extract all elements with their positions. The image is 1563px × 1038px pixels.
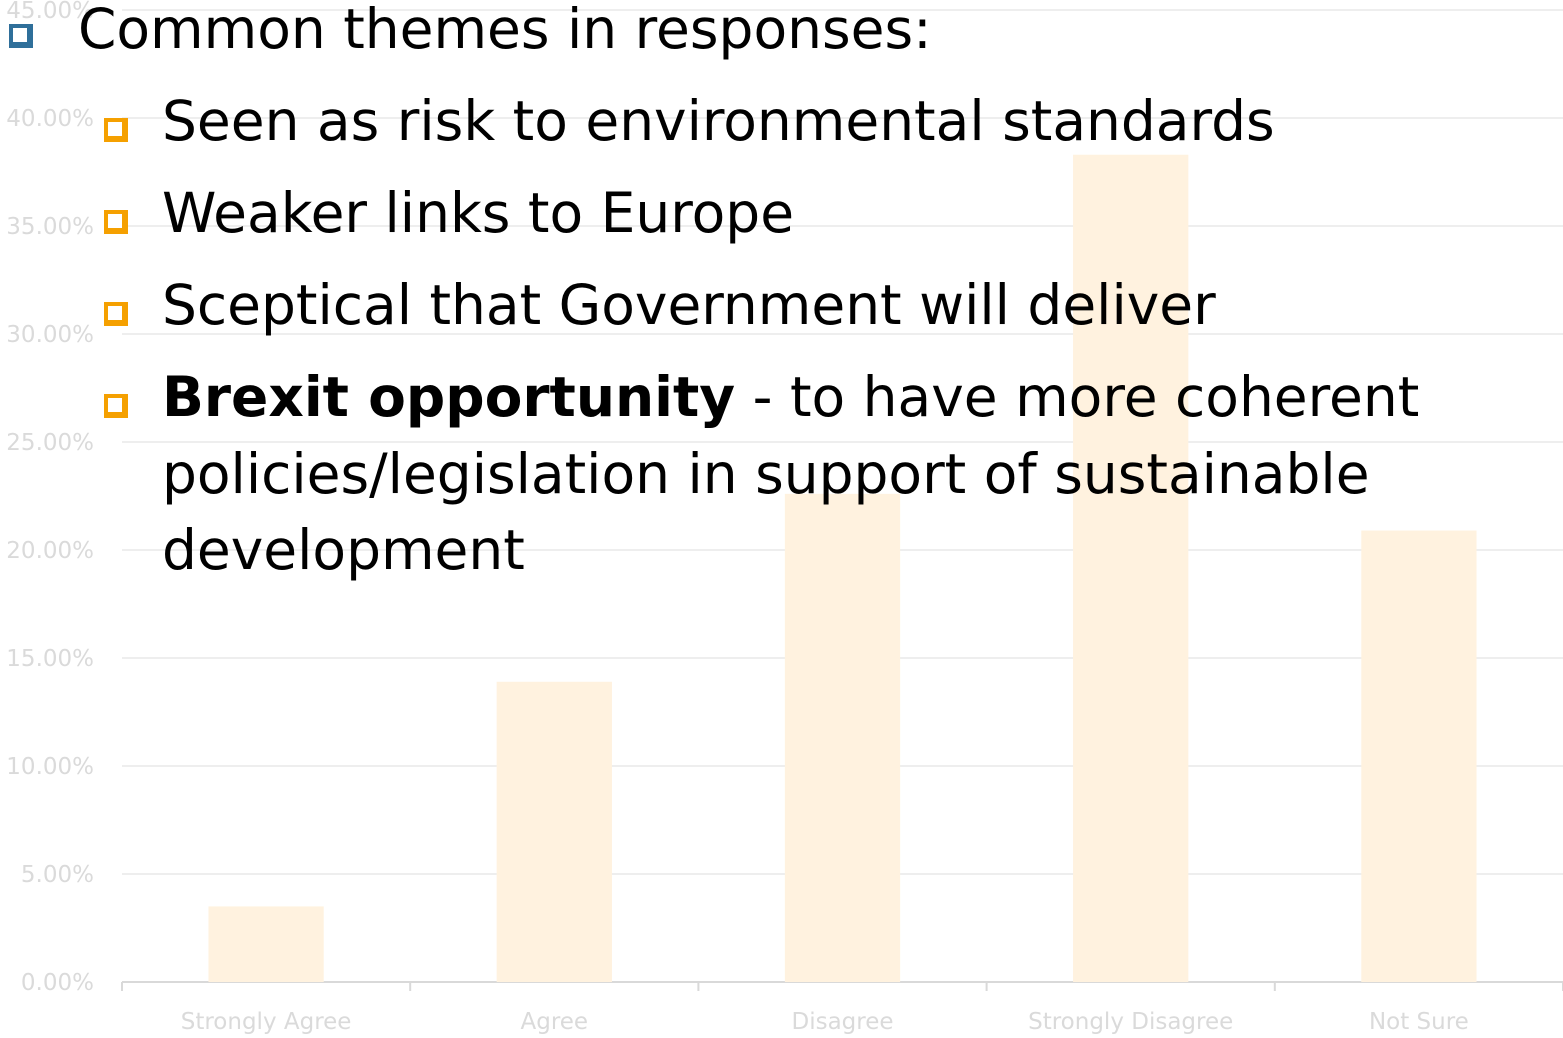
- bullet-marker-icon: [104, 118, 128, 142]
- y-tick-label: 0.00%: [21, 970, 94, 996]
- bullet-item-1: Seen as risk to environmental standards: [162, 89, 1275, 153]
- x-category-label: Not Sure: [1369, 1009, 1469, 1035]
- y-tick-label: 35.00%: [6, 214, 94, 240]
- y-tick-label: 45.00%: [6, 0, 94, 24]
- bar: [1361, 530, 1477, 982]
- x-category-label: Disagree: [791, 1009, 893, 1035]
- x-category-label: Strongly Agree: [181, 1009, 352, 1035]
- bullet-item-4-line-2: policies/legislation in support of susta…: [162, 442, 1370, 506]
- bullet-item-2: Weaker links to Europe: [162, 181, 795, 245]
- y-tick-label: 10.00%: [6, 754, 94, 780]
- y-tick-label: 15.00%: [6, 646, 94, 672]
- y-tick-label: 30.00%: [6, 322, 94, 348]
- y-tick-label: 40.00%: [6, 106, 94, 132]
- bullet-marker-icon: [104, 302, 128, 326]
- x-category-label: Strongly Disagree: [1028, 1009, 1233, 1035]
- bullet-item-4-bold: Brexit opportunity: [162, 365, 736, 429]
- heading: Common themes in responses:: [78, 0, 932, 61]
- y-tick-label: 25.00%: [6, 430, 94, 456]
- y-tick-label: 20.00%: [6, 538, 94, 564]
- bullet-item-3: Sceptical that Government will deliver: [162, 273, 1216, 337]
- main-bullet-marker-icon: [9, 24, 33, 48]
- bar: [1073, 154, 1189, 983]
- bar: [208, 906, 324, 982]
- bullet-item-4-rest: - to have more coherent: [735, 365, 1420, 429]
- bar: [496, 681, 612, 982]
- bullet-item-4-line-1: Brexit opportunity - to have more cohere…: [162, 370, 1419, 425]
- bullet-item-4-line-3: development: [162, 518, 525, 582]
- bar: [784, 493, 901, 982]
- x-category-label: Agree: [521, 1009, 589, 1035]
- bullet-marker-icon: [104, 210, 128, 234]
- y-tick-label: 5.00%: [21, 862, 94, 888]
- bullet-marker-icon: [104, 394, 128, 418]
